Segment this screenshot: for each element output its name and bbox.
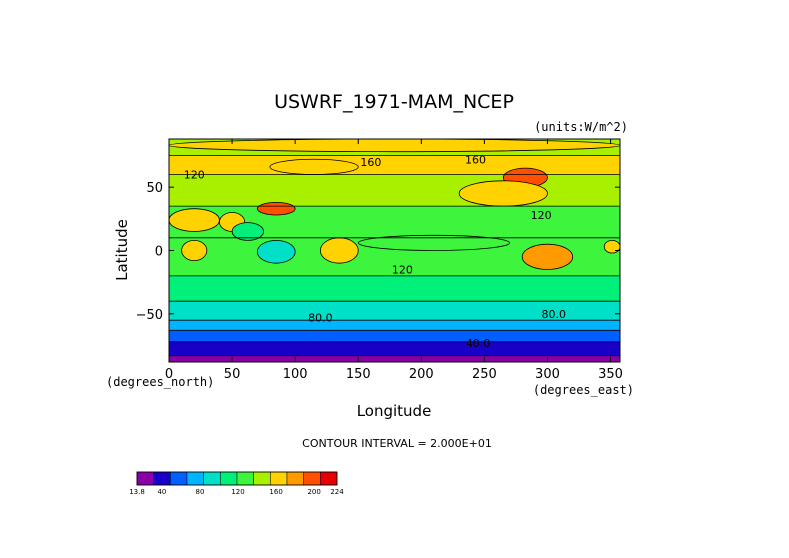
x-tick-label-4: 200 <box>409 367 434 382</box>
contour-interval-text: CONTOUR INTERVAL = 2.000E+01 <box>302 437 492 450</box>
colorbar-tick-label-6: 224 <box>330 488 344 496</box>
contour-label-5: 80.0 <box>308 312 333 325</box>
contour-labels: 160 160 120 120 120 80.0 80.0 40.0 <box>184 153 566 350</box>
colorbar-swatch-0 <box>136 471 154 486</box>
colorbar-swatch-7 <box>253 471 271 486</box>
data-field <box>168 138 621 362</box>
contour-label-3: 120 <box>531 209 552 222</box>
x-axis-label: Longitude <box>357 402 432 420</box>
lat-band-8 <box>169 174 620 207</box>
colorbar-swatch-3 <box>186 471 204 486</box>
feature-itcz-band <box>357 234 511 251</box>
y-tick-label-2: 50 <box>146 181 163 196</box>
contour-label-4: 120 <box>392 264 413 277</box>
y-axis-label: Latitude <box>113 219 131 281</box>
x-tick-label-6: 300 <box>535 367 560 382</box>
x-tick-label-7: 350 <box>598 367 623 382</box>
x-tick-label-3: 150 <box>346 367 371 382</box>
feature-arctic <box>168 138 621 153</box>
x-tick-label-2: 100 <box>283 367 308 382</box>
colorbar-swatch-11 <box>320 471 338 486</box>
x-unit-note: (degrees_east) <box>533 383 634 397</box>
colorbar-swatch-10 <box>303 471 321 486</box>
colorbar-tick-label-1: 40 <box>157 488 166 496</box>
y-tick-label-1: 0 <box>155 245 163 260</box>
colorbar-swatch-9 <box>286 471 304 486</box>
feature-siberia <box>269 158 359 175</box>
x-tick-label-5: 250 <box>472 367 497 382</box>
lat-band-0 <box>169 355 620 362</box>
feature-sahara <box>168 208 220 232</box>
axes: 0 50 100 150 200 250 300 350 −50 0 50 <box>136 139 623 382</box>
colorbar-swatch-6 <box>236 471 254 486</box>
y-unit-note: (degrees_north) <box>106 375 214 389</box>
contour-label-0: 160 <box>360 156 381 169</box>
colorbar-tick-label-5: 200 <box>307 488 320 496</box>
feature-gulf-of-guinea <box>603 239 621 254</box>
feature-maritime-continent <box>319 237 359 264</box>
contour-label-1: 160 <box>465 153 486 166</box>
colorbar-swatch-2 <box>170 471 188 486</box>
colorbar: 13.8 40 80 120 160 200 224 <box>129 471 344 496</box>
feature-north-america <box>458 180 548 207</box>
colorbar-frame <box>136 471 338 486</box>
x-tick-label-1: 50 <box>224 367 241 382</box>
feature-amazon <box>521 243 574 270</box>
lat-band-3 <box>169 320 620 331</box>
colorbar-swatch-8 <box>270 471 288 486</box>
feature-arabian-sea <box>231 222 265 241</box>
colorbar-tick-label-0: 13.8 <box>129 488 145 496</box>
feature-indian-ocean <box>256 239 296 264</box>
colorbar-swatch-1 <box>153 471 171 486</box>
contour-label-7: 40.0 <box>466 337 491 350</box>
contour-label-6: 80.0 <box>542 308 567 321</box>
y-tick-label-0: −50 <box>136 308 163 323</box>
feature-tibet <box>256 201 296 216</box>
lat-band-9 <box>169 155 620 175</box>
contour-label-2: 120 <box>184 168 205 181</box>
colorbar-swatch-4 <box>203 471 221 486</box>
units-note: (units:W/m^2) <box>534 120 628 134</box>
colorbar-swatch-5 <box>220 471 238 486</box>
lat-band-2 <box>169 330 620 342</box>
lat-band-5 <box>169 275 620 302</box>
colorbar-tick-label-4: 160 <box>269 488 282 496</box>
colorbar-tick-label-2: 80 <box>196 488 205 496</box>
lat-band-4 <box>169 301 620 321</box>
feature-congo <box>181 239 208 262</box>
colorbar-tick-label-3: 120 <box>231 488 244 496</box>
chart-title: USWRF_1971-MAM_NCEP <box>274 91 514 113</box>
x-tick-label-0: 0 <box>165 367 173 382</box>
lat-band-1 <box>169 341 620 356</box>
